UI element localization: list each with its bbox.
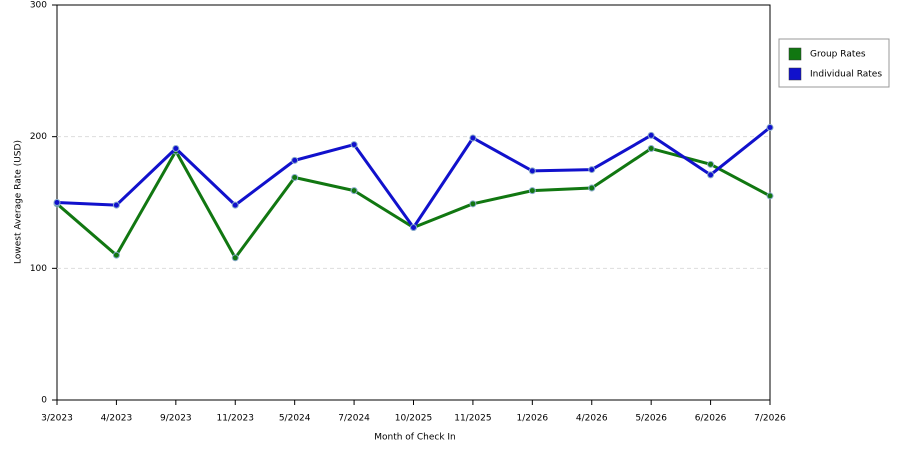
data-point: [707, 171, 715, 179]
data-point: [647, 131, 655, 139]
data-point: [350, 141, 358, 149]
legend-label: Group Rates: [810, 50, 866, 60]
x-tick-label: 11/2025: [454, 414, 491, 424]
x-tick-label: 7/2026: [754, 414, 786, 424]
y-tick-label: 300: [30, 1, 47, 11]
x-tick-label: 1/2026: [516, 414, 548, 424]
legend-label: Individual Rates: [810, 70, 882, 80]
y-axis-label: Lowest Average Rate (USD): [14, 140, 24, 264]
data-point: [350, 187, 358, 195]
y-tick-label: 100: [30, 264, 47, 274]
data-point: [588, 166, 596, 174]
data-point: [231, 201, 239, 209]
x-axis-label: Month of Check In: [374, 433, 456, 443]
data-point: [528, 187, 536, 195]
data-point: [707, 160, 715, 168]
data-point: [528, 167, 536, 175]
plot-frame: [56, 4, 771, 401]
legend-swatch: [788, 67, 802, 81]
data-point: [231, 254, 239, 262]
series-line: [56, 147, 771, 260]
data-point: [112, 251, 120, 259]
data-point: [172, 145, 180, 153]
data-point: [766, 192, 774, 200]
x-tick-label: 5/2024: [279, 414, 311, 424]
y-tick-label: 0: [41, 396, 47, 406]
data-point: [469, 200, 477, 208]
x-tick-label: 6/2026: [695, 414, 727, 424]
data-point: [766, 123, 774, 131]
legend-swatch: [788, 47, 802, 61]
x-tick-label: 4/2026: [576, 414, 608, 424]
x-tick-label: 5/2026: [635, 414, 667, 424]
data-point: [647, 145, 655, 153]
x-tick-label: 3/2023: [41, 414, 73, 424]
y-tick-label: 200: [30, 132, 47, 142]
x-tick-label: 11/2023: [217, 414, 254, 424]
x-tick-label: 4/2023: [101, 414, 133, 424]
data-point: [469, 134, 477, 142]
data-point: [53, 199, 61, 206]
data-point: [291, 156, 299, 164]
data-point: [112, 201, 120, 209]
x-tick-label: 7/2024: [338, 414, 370, 424]
x-tick-label: 10/2025: [395, 414, 432, 424]
series-line: [56, 126, 771, 230]
data-point: [291, 173, 299, 181]
x-tick-label: 9/2023: [160, 414, 192, 424]
data-point: [410, 224, 417, 232]
data-point: [588, 184, 596, 192]
